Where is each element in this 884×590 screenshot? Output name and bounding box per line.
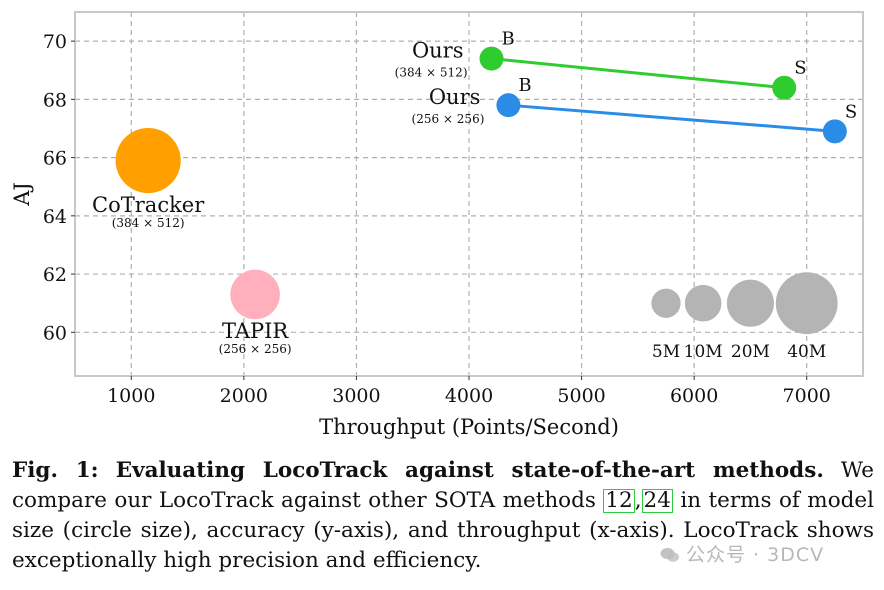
series-point-tag: S — [794, 58, 806, 79]
y-tick-label: 60 — [43, 322, 67, 344]
x-tick-label: 5000 — [557, 385, 605, 407]
series-label: Ours — [412, 39, 464, 63]
size-legend-bubble — [684, 284, 722, 322]
figure-title: Evaluating LocoTrack against state-of-th… — [115, 458, 824, 483]
series-point-tag: B — [502, 29, 515, 50]
x-tick-label: 4000 — [445, 385, 493, 407]
series-point — [822, 119, 847, 144]
y-tick-label: 68 — [43, 89, 67, 111]
series-point — [772, 75, 797, 100]
x-tick-label: 3000 — [332, 385, 380, 407]
y-axis-label: AJ — [10, 182, 34, 207]
bubble-point — [115, 127, 181, 194]
series-point — [496, 93, 521, 118]
citation-link-1[interactable]: 12 — [603, 488, 635, 513]
size-legend-bubble — [651, 288, 681, 318]
series-point-tag: S — [845, 101, 857, 122]
bubble-sublabel: (384 × 512) — [112, 216, 185, 230]
caption-text-before: We compare our LocoTrack against other S… — [12, 458, 874, 513]
x-tick-label: 2000 — [220, 385, 268, 407]
size-legend-bubble — [775, 272, 838, 335]
y-tick-label: 64 — [43, 206, 67, 228]
series-sublabel: (384 × 512) — [395, 66, 468, 80]
series-line — [491, 57, 785, 90]
citation-link-2[interactable]: 24 — [641, 488, 673, 513]
x-tick-label: 7000 — [783, 385, 831, 407]
bubble-point — [230, 269, 280, 320]
y-tick-label: 70 — [43, 31, 67, 53]
size-legend-label: 40M — [787, 342, 826, 362]
watermark: 公众号 · 3DCV — [660, 540, 824, 567]
y-tick-label: 62 — [43, 264, 67, 286]
figure-label: Fig. 1: — [12, 458, 99, 483]
size-legend-label: 10M — [684, 342, 723, 362]
size-legend-label: 20M — [731, 342, 770, 362]
y-tick-label: 66 — [43, 148, 67, 170]
series-point — [479, 46, 504, 71]
bubble-sublabel: (256 × 256) — [219, 342, 292, 356]
figure-caption: Fig. 1: Evaluating LocoTrack against sta… — [12, 458, 874, 573]
watermark-text: 公众号 · 3DCV — [686, 544, 825, 566]
series-sublabel: (256 × 256) — [412, 112, 485, 126]
bubble-label: CoTracker — [92, 193, 205, 217]
size-legend-label: 5M — [652, 342, 680, 362]
series-line — [508, 103, 835, 133]
x-tick-label: 1000 — [107, 385, 155, 407]
bubble-chart: 1000 2000 3000 4000 5000 6000 7000 60 62 64 66 68 70… — [10, 11, 864, 439]
x-tick-label: 6000 — [670, 385, 718, 407]
series-point-tag: B — [518, 75, 531, 96]
bubble-label: TAPIR — [222, 319, 289, 343]
caption-text-after: in terms of model size (circle size), ac… — [12, 488, 874, 573]
series-label: Ours — [429, 85, 481, 109]
size-legend-bubble — [726, 279, 774, 327]
x-axis-label: Throughput (Points/Second) — [319, 415, 619, 439]
wechat-icon — [660, 548, 679, 562]
